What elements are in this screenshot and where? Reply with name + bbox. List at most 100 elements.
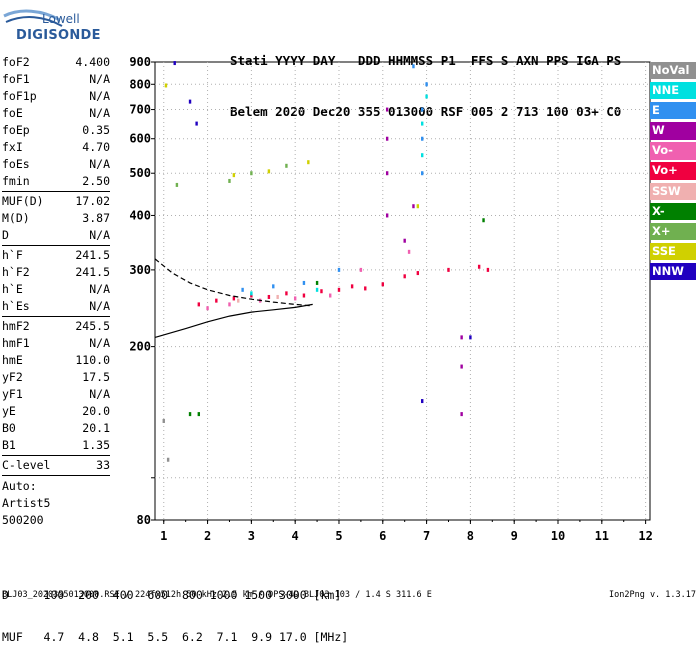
y-tick-label: 700 — [129, 103, 151, 117]
param-value: 20.0 — [82, 404, 110, 418]
param-value: 33 — [96, 458, 110, 472]
auto-label: Auto: — [2, 479, 37, 493]
data-point — [403, 274, 406, 279]
data-point — [215, 298, 218, 303]
polarization-legend: NoVal NNE E W Vo- Vo+ SSW X- X+ SSE NNW — [650, 62, 696, 283]
y-tick-label: 400 — [129, 208, 151, 222]
logo-digisonde-text: DIGISONDE — [16, 28, 101, 43]
data-point — [350, 284, 354, 289]
y-tick-label: 300 — [129, 263, 151, 277]
data-point — [232, 296, 236, 301]
data-point — [166, 457, 170, 462]
data-point — [293, 296, 297, 301]
param-value: 17.5 — [82, 370, 110, 384]
data-point — [381, 282, 384, 287]
param-label: M(D) — [2, 211, 30, 225]
param-row: h`Es N/A — [2, 298, 110, 315]
auto-version: 500200 — [2, 513, 44, 527]
param-value: N/A — [89, 89, 110, 103]
param-label: h`E — [2, 282, 23, 296]
data-point — [460, 335, 463, 340]
param-value: 4.70 — [82, 140, 110, 154]
param-row: hmE 110.0 — [2, 352, 110, 369]
x-tick-label: 12 — [638, 529, 652, 543]
y-tick-label: 800 — [129, 77, 151, 91]
param-row: yF1 N/A — [2, 386, 110, 403]
param-label: foE — [2, 106, 23, 120]
y-tick-label: 600 — [129, 132, 151, 146]
param-value: 245.5 — [75, 319, 110, 333]
param-value: 110.0 — [75, 353, 110, 367]
data-point — [460, 412, 463, 417]
data-point — [320, 289, 323, 294]
param-value: 1.35 — [82, 438, 110, 452]
data-point — [329, 293, 332, 298]
header-values-row: Belem 2020 Dec20 355 013000 RSF 005 2 71… — [230, 104, 622, 119]
legend-item: X+ — [650, 222, 696, 241]
param-label: D — [2, 228, 9, 242]
param-row: M(D) 3.87 — [2, 210, 110, 227]
data-point — [228, 302, 231, 307]
data-point — [195, 121, 198, 126]
data-point — [364, 286, 367, 291]
param-separator — [2, 455, 110, 456]
param-label: foEp — [2, 123, 30, 137]
param-value: 20.1 — [82, 421, 110, 435]
legend-item: SSW — [650, 182, 696, 200]
data-point — [421, 107, 424, 112]
param-label: fmin — [2, 174, 30, 188]
x-tick-label: 9 — [511, 529, 518, 543]
data-point — [337, 267, 341, 272]
param-label: foF1p — [2, 89, 37, 103]
data-point — [250, 171, 253, 176]
param-label: foEs — [2, 157, 30, 171]
x-tick-label: 4 — [292, 529, 299, 543]
data-point — [267, 169, 271, 174]
param-label: yF2 — [2, 370, 23, 384]
profile-curve — [154, 303, 313, 338]
param-row: foEp 0.35 — [2, 122, 110, 139]
param-row: hmF2 245.5 — [2, 318, 110, 335]
legend-item: NNE — [650, 82, 696, 100]
param-value: N/A — [89, 72, 110, 86]
y-tick-label: 900 — [129, 55, 151, 69]
x-tick-label: 10 — [551, 529, 565, 543]
auto-program: Artist5 — [2, 496, 51, 510]
param-separator — [2, 475, 110, 476]
data-point — [272, 284, 275, 289]
param-label: hmF1 — [2, 336, 30, 350]
data-point — [460, 364, 463, 369]
data-point — [421, 171, 424, 176]
param-label: B0 — [2, 421, 16, 435]
param-value: 241.5 — [75, 265, 110, 279]
param-value: 2.50 — [82, 174, 110, 188]
data-point — [416, 204, 420, 209]
x-tick-label: 3 — [248, 529, 255, 543]
param-value: 241.5 — [75, 248, 110, 262]
param-label: foF2 — [2, 55, 30, 69]
x-tick-label: 6 — [379, 529, 386, 543]
data-point — [315, 280, 319, 285]
param-row: MUF(D) 17.02 — [2, 193, 110, 210]
param-value: 0.35 — [82, 123, 110, 137]
data-point — [469, 335, 472, 340]
legend-item: Vo- — [650, 142, 696, 160]
legend-item: W — [650, 122, 696, 140]
data-point — [228, 178, 231, 183]
data-point — [232, 173, 236, 178]
version-label: Ion2Png v. 1.3.17 — [609, 590, 696, 600]
data-point — [285, 163, 288, 168]
param-label: foF1 — [2, 72, 30, 86]
logo-lowell-text: Lowell — [42, 12, 80, 26]
param-row: foEs N/A — [2, 156, 110, 173]
data-point — [250, 293, 253, 298]
data-point — [337, 287, 341, 292]
param-row: yE 20.0 — [2, 403, 110, 420]
param-row: foF1p N/A — [2, 88, 110, 105]
param-label: hmF2 — [2, 319, 30, 333]
param-label: h`Es — [2, 299, 30, 313]
digisonde-logo: Lowell DIGISONDE — [2, 4, 101, 43]
profile-curve — [154, 258, 313, 307]
data-point — [425, 94, 428, 99]
param-row: C-level 33 — [2, 457, 110, 474]
